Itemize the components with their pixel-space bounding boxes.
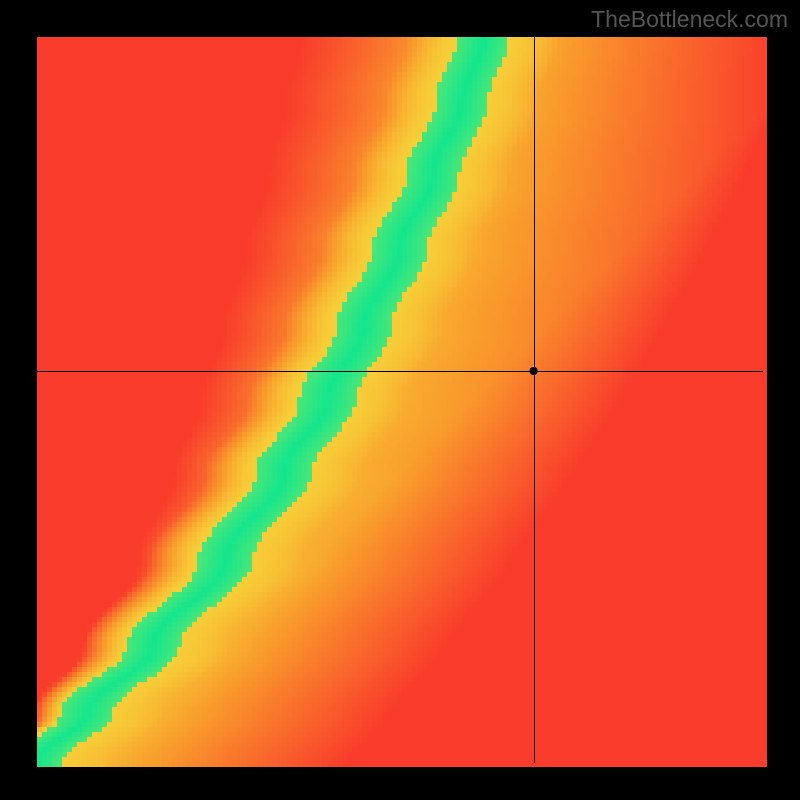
bottleneck-heatmap	[0, 0, 800, 800]
watermark-text: TheBottleneck.com	[591, 6, 788, 33]
